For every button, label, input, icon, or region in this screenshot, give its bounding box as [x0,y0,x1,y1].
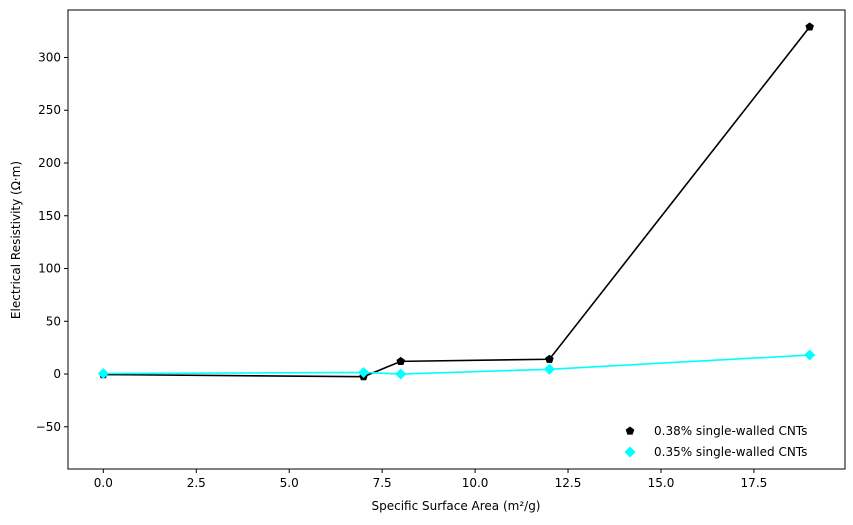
x-tick-label: 15.0 [648,476,675,490]
y-tick-label: 200 [38,156,61,170]
x-axis-title: Specific Surface Area (m²/g) [371,499,540,513]
y-tick-label: −50 [36,420,61,434]
plot-frame [67,9,846,470]
x-tick-label: 12.5 [555,476,582,490]
x-tick-label: 10.0 [462,476,489,490]
y-tick-label: 250 [38,103,61,117]
legend: 0.38% single-walled CNTs 0.35% single-wa… [624,424,807,459]
series-markers [97,22,816,381]
y-tick-label: 300 [38,50,61,64]
x-tick-label: 7.5 [373,476,392,490]
data-point-1 [97,368,109,380]
x-tick-label: 0.0 [94,476,113,490]
legend-label-0: 0.38% single-walled CNTs [654,424,807,438]
y-axis-ticks: −50 0 50 100 150 200 250 300 [36,50,68,434]
legend-diamond-icon [624,446,636,458]
x-axis-ticks: 0.0 2.5 5.0 7.5 10.0 12.5 15.0 17.5 [94,469,768,490]
data-point-0 [545,354,554,363]
legend-label-1: 0.35% single-walled CNTs [654,445,807,459]
x-tick-label: 2.5 [187,476,206,490]
data-point-1 [395,368,407,380]
legend-pentagon-icon [625,426,635,435]
x-tick-label: 5.0 [280,476,299,490]
y-tick-label: 150 [38,209,61,223]
y-tick-label: 50 [46,314,61,328]
y-axis-title: Electrical Resistivity (Ω·m) [9,161,23,319]
legend-marker-1 [624,446,636,458]
y-tick-label: 0 [53,367,61,381]
y-tick-label: 100 [38,262,61,276]
data-point-0 [396,356,406,366]
data-point-0 [805,22,814,31]
data-point-1 [543,363,555,375]
x-tick-label: 17.5 [741,476,768,490]
plot-area [68,10,845,469]
legend-marker-0 [625,426,635,435]
data-point-1 [804,349,816,361]
data-point-1 [358,366,370,378]
